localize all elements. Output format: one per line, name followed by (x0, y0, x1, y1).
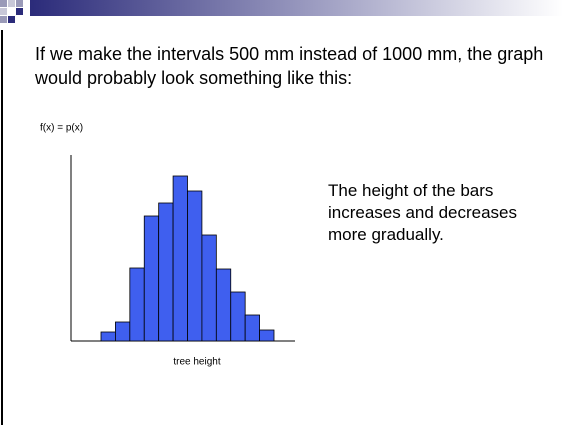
bar (158, 202, 174, 342)
bar (172, 175, 188, 342)
bar (187, 190, 203, 342)
corner-squares (0, 0, 23, 23)
bar (100, 331, 116, 342)
bar (143, 215, 160, 342)
bar (115, 321, 131, 342)
side-note: The height of the bars increases and dec… (328, 181, 518, 244)
x-axis-label: tree height (173, 357, 220, 368)
y-axis-label: f(x) = p(x) (40, 123, 83, 134)
bar (201, 234, 217, 342)
bar (244, 314, 260, 342)
bar (259, 329, 275, 342)
bar (230, 291, 246, 342)
bar (215, 268, 232, 342)
bar (129, 267, 145, 342)
intro-text: If we make the intervals 500 mm instead … (35, 44, 544, 88)
header-bar (30, 0, 563, 16)
